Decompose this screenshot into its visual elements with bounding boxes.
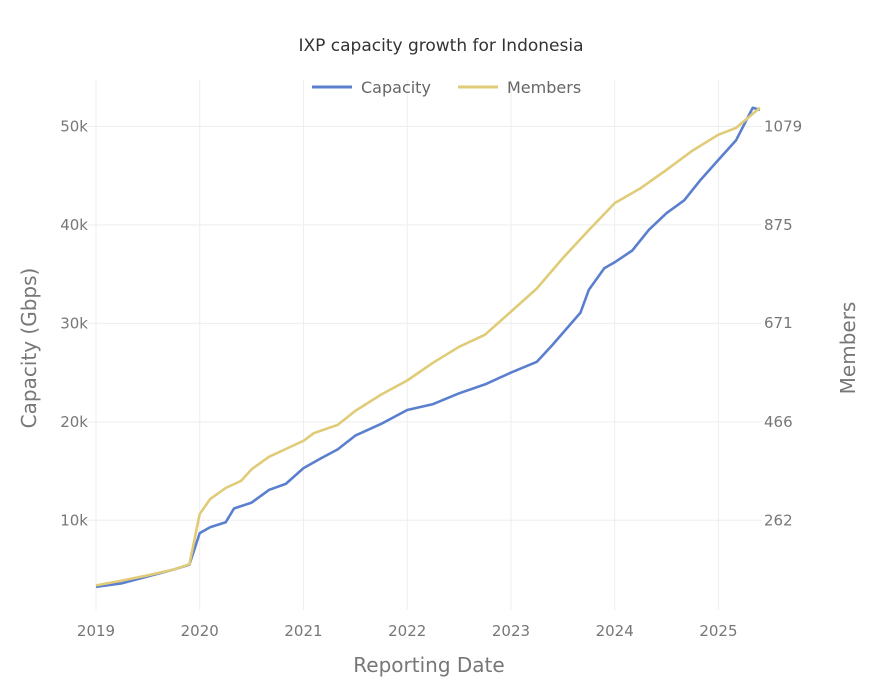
- y-tick-label: 40k: [60, 216, 88, 234]
- x-tick-label: 2019: [77, 622, 115, 640]
- y2-tick-label: 875: [764, 216, 793, 234]
- y2-tick-label: 671: [764, 314, 793, 332]
- y2-tick-label: 466: [764, 413, 793, 431]
- chart-title: IXP capacity growth for Indonesia: [298, 36, 583, 56]
- x-tick-label: 2023: [492, 622, 530, 640]
- legend-item-capacity[interactable]: Capacity: [312, 78, 431, 97]
- y2-tick-label: 1079: [764, 117, 802, 135]
- legend-label: Members: [507, 78, 581, 97]
- series-line-capacity: [95, 106, 761, 589]
- grid: [86, 80, 762, 610]
- x-axis-label: Reporting Date: [353, 653, 504, 677]
- series-line-members: [95, 106, 761, 587]
- legend[interactable]: Capacity Members: [312, 78, 581, 97]
- x-tick-label: 2025: [699, 622, 737, 640]
- y2-axis-label: Members: [836, 302, 860, 395]
- y-tick-label: 10k: [60, 511, 88, 529]
- x-tick-label: 2020: [181, 622, 219, 640]
- y-axis-label: Capacity (Gbps): [17, 268, 41, 429]
- y-tick-label: 30k: [60, 314, 88, 332]
- y-tick-label: 20k: [60, 413, 88, 431]
- legend-item-members[interactable]: Members: [458, 78, 581, 97]
- legend-label: Capacity: [361, 78, 431, 97]
- y2-tick-label: 262: [764, 511, 793, 529]
- x-tick-label: 2024: [596, 622, 634, 640]
- x-tick-label: 2021: [284, 622, 322, 640]
- x-tick-label: 2022: [388, 622, 426, 640]
- y-tick-label: 50k: [60, 117, 88, 135]
